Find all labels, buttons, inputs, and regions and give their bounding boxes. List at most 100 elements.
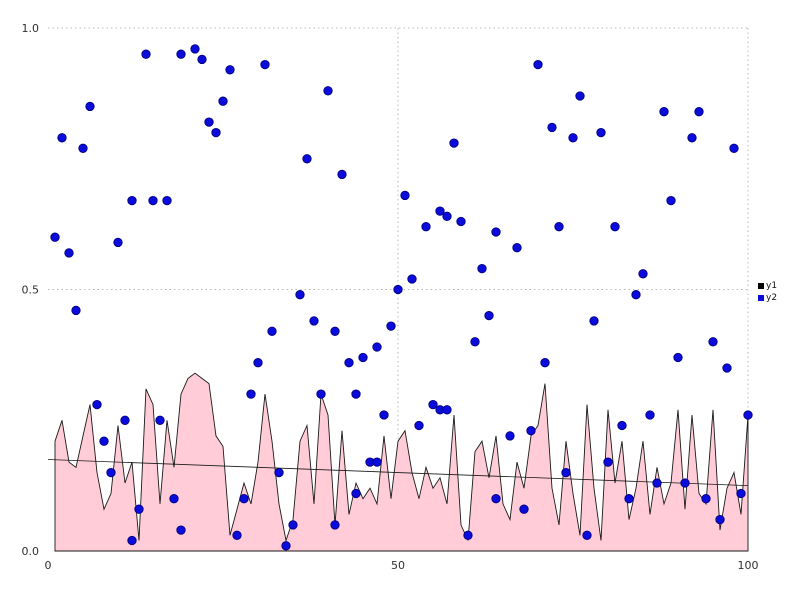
scatter-point-y2 [547, 122, 557, 133]
scatter-point-y2 [568, 133, 578, 143]
y-tick-label: 0.0 [22, 545, 40, 558]
scatter-point-y2 [687, 133, 697, 143]
scatter-point-y2 [120, 415, 130, 425]
scatter-point-y2 [127, 535, 137, 546]
scatter-point-y2 [246, 389, 256, 399]
scatter-point-y2 [442, 211, 452, 221]
scatter-point-y2 [393, 284, 403, 295]
scatter-point-y2 [659, 107, 669, 117]
scatter-point-y2 [197, 54, 207, 65]
scatter-point-y2 [85, 101, 95, 112]
scatter-point-y2 [127, 195, 137, 206]
scatter-point-y2 [358, 352, 368, 363]
scatter-point-y2 [330, 520, 340, 530]
scatter-point-y2 [218, 96, 228, 106]
scatter-point-y2 [673, 352, 683, 363]
area-series-y1 [54, 372, 749, 552]
scatter-point-y2 [295, 290, 305, 300]
scatter-point-y2 [204, 117, 214, 127]
scatter-point-y2 [232, 530, 242, 540]
scatter-point-y2 [379, 410, 389, 420]
scatter-point-y2 [575, 91, 585, 101]
scatter-point-y2 [162, 195, 172, 206]
scatter-point-y2 [554, 222, 564, 232]
scatter-point-y2 [323, 86, 333, 96]
scatter-point-y2 [190, 44, 200, 54]
scatter-point-y2 [99, 436, 109, 446]
scatter-point-y2 [113, 237, 123, 248]
x-tick-label: 50 [391, 559, 405, 572]
y-tick-label: 0.5 [22, 284, 40, 297]
scatter-point-y2 [316, 389, 326, 399]
scatter-point-y2 [666, 195, 676, 206]
scatter-point-y2 [211, 127, 221, 138]
scatter-point-y2 [386, 321, 396, 331]
scatter-point-y2 [533, 59, 543, 70]
scatter-point-y2 [134, 504, 144, 514]
scatter-point-y2 [694, 107, 704, 117]
scatter-point-y2 [414, 420, 424, 431]
scatter-point-y2 [302, 154, 312, 164]
scatter-point-y2 [400, 190, 410, 201]
scatter-point-y2 [372, 342, 382, 352]
scatter-point-y2 [624, 494, 634, 504]
scatter-point-y2 [442, 405, 452, 415]
legend-swatch [758, 283, 764, 289]
legend-item: y2 [758, 292, 777, 304]
scatter-point-y2 [477, 263, 487, 274]
scatter-point-y2 [743, 410, 753, 420]
scatter-point-y2 [351, 488, 361, 499]
scatter-point-y2 [71, 305, 81, 316]
scatter-point-y2 [260, 59, 270, 70]
scatter-point-y2 [589, 316, 599, 326]
scatter-point-y2 [239, 494, 249, 504]
scatter-point-y2 [617, 420, 627, 431]
scatter-point-y2 [274, 467, 284, 478]
scatter-point-y2 [372, 457, 382, 467]
scatter-point-y2 [456, 216, 466, 227]
scatter-point-y2 [463, 530, 473, 540]
scatter-point-y2 [169, 494, 179, 504]
scatter-point-y2 [603, 457, 613, 467]
scatter-point-y2 [64, 248, 74, 258]
scatter-point-y2 [92, 399, 102, 410]
x-tick-label: 100 [738, 559, 759, 572]
legend-item: y1 [758, 280, 777, 292]
scatter-point-y2 [519, 504, 529, 514]
scatter-point-y2 [708, 337, 718, 347]
scatter-point-y2 [449, 138, 459, 148]
scatter-point-y2 [631, 290, 641, 300]
legend-swatch [758, 295, 764, 301]
legend-label: y1 [766, 281, 778, 291]
scatter-point-y2 [176, 49, 186, 59]
scatter-point-y2 [505, 431, 515, 441]
scatter-point-y2 [512, 243, 522, 253]
scatter-point-y2 [428, 399, 438, 410]
scatter-point-y2 [281, 541, 291, 551]
scatter-point-y2 [407, 274, 417, 284]
scatter-point-y2 [610, 222, 620, 232]
scatter-point-y2 [309, 316, 319, 326]
scatter-point-y2 [484, 310, 494, 321]
scatter-point-y2 [288, 520, 298, 530]
scatter-point-y2 [491, 494, 501, 504]
scatter-point-y2 [701, 494, 711, 504]
scatter-point-y2 [729, 143, 739, 153]
scatter-point-y2 [491, 227, 501, 237]
trend-line [47, 459, 749, 487]
scatter-point-y2 [435, 206, 445, 216]
scatter-point-y2 [106, 467, 116, 478]
scatter-point-y2 [148, 195, 158, 206]
scatter-point-y2 [344, 358, 354, 368]
scatter-point-y2 [50, 232, 60, 242]
x-tick-label: 0 [45, 559, 52, 572]
scatter-point-y2 [652, 478, 662, 488]
scatter-point-y2 [421, 222, 431, 232]
scatter-point-y2 [155, 415, 165, 425]
scatter-point-y2 [596, 127, 606, 138]
scatter-point-y2 [141, 49, 151, 59]
scatter-point-y2 [736, 488, 746, 499]
chart-legend: y1 y2 [758, 280, 777, 304]
scatter-point-y2 [561, 467, 571, 478]
